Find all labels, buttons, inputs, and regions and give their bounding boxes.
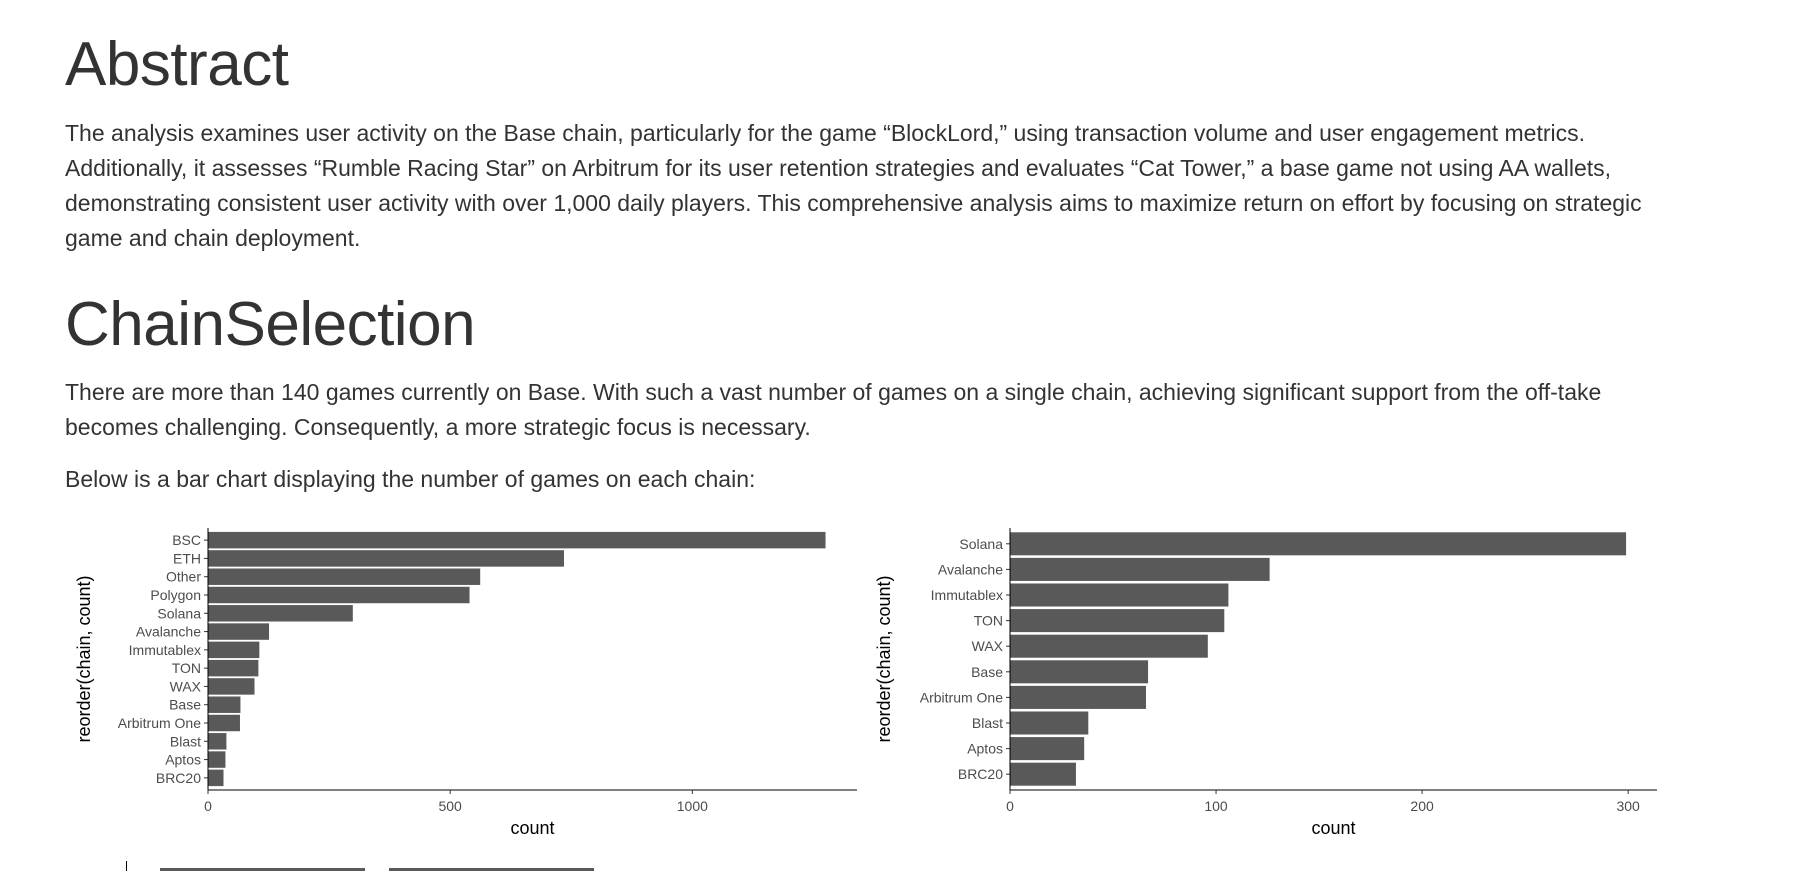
y-tick-label: Polygon bbox=[150, 587, 201, 603]
y-tick-label: Avalanche bbox=[938, 561, 1003, 577]
top-chains-bar-chart: Solana Avalanche Immutablex TON WAX Base Arbit… bbox=[870, 520, 1670, 840]
y-tick-label: TON bbox=[172, 660, 201, 676]
bar-eth bbox=[208, 550, 564, 567]
x-axis-title: count bbox=[1311, 818, 1355, 838]
bar-polygon bbox=[208, 586, 470, 604]
top-chains-bar-chart-svg: Solana Avalanche Immutablex TON WAX Base Arbit… bbox=[874, 528, 1657, 838]
y-tick-label: Aptos bbox=[967, 741, 1003, 757]
y-tick-label: Arbitrum One bbox=[118, 715, 201, 731]
y-tick-label: Immutablex bbox=[129, 642, 201, 658]
next-chart-bar bbox=[160, 868, 365, 871]
y-tick-label: Arbitrum One bbox=[920, 689, 1003, 705]
bar-ton bbox=[208, 659, 259, 677]
bar-base bbox=[208, 696, 241, 713]
y-tick-label: Base bbox=[971, 664, 1003, 680]
bar-blast bbox=[1010, 711, 1089, 735]
y-tick-label: Solana bbox=[157, 605, 201, 621]
bar-aptos bbox=[1010, 737, 1085, 761]
bar-aptos bbox=[208, 751, 226, 768]
bar-ton bbox=[1010, 609, 1225, 633]
all-chains-bar-chart: BSC ETH Other Polygon Solana Avalanche Immutab… bbox=[70, 520, 870, 840]
y-tick-label: ETH bbox=[173, 550, 201, 566]
y-tick-label: Solana bbox=[959, 536, 1003, 552]
bar-arbitrum-one bbox=[1010, 685, 1146, 709]
chart-intro-paragraph: Below is a bar chart displaying the numb… bbox=[65, 466, 756, 492]
y-tick-label: WAX bbox=[972, 638, 1004, 654]
bar-solana bbox=[208, 605, 353, 622]
y-tick-label: Aptos bbox=[165, 752, 201, 768]
x-tick-label: 0 bbox=[204, 798, 212, 814]
bar-immutablex bbox=[1010, 583, 1229, 607]
x-tick-label: 100 bbox=[1204, 798, 1228, 814]
bar-arbitrum-one bbox=[208, 714, 240, 732]
abstract-paragraph: The analysis examines user activity on t… bbox=[65, 120, 1642, 251]
next-chart-bar bbox=[389, 868, 594, 871]
y-tick-label: Other bbox=[166, 569, 201, 585]
y-tick-label: Blast bbox=[972, 715, 1003, 731]
y-tick-label: BRC20 bbox=[156, 770, 201, 786]
y-tick-label: Blast bbox=[170, 733, 201, 749]
bar-avalanche bbox=[1010, 557, 1270, 581]
x-tick-label: 1000 bbox=[677, 798, 708, 814]
abstract-heading: Abstract bbox=[65, 30, 289, 99]
y-tick-label: WAX bbox=[170, 678, 202, 694]
x-tick-label: 200 bbox=[1410, 798, 1434, 814]
chain-selection-heading: ChainSelection bbox=[65, 290, 476, 359]
bar-wax bbox=[208, 678, 255, 695]
bar-bsc bbox=[208, 531, 826, 549]
bar-base bbox=[1010, 660, 1149, 684]
y-axis-title: reorder(chain, count) bbox=[74, 575, 94, 742]
y-tick-label: TON bbox=[974, 613, 1003, 629]
y-axis-title: reorder(chain, count) bbox=[874, 575, 894, 742]
bar-brc20 bbox=[208, 769, 224, 787]
x-tick-label: 500 bbox=[438, 798, 462, 814]
chain-selection-paragraph: There are more than 140 games currently … bbox=[65, 379, 1602, 440]
bar-wax bbox=[1010, 634, 1208, 658]
bar-solana bbox=[1010, 532, 1627, 556]
all-chains-bar-chart-svg: BSC ETH Other Polygon Solana Avalanche Immutab… bbox=[74, 528, 857, 838]
next-chart-partial bbox=[126, 861, 594, 871]
y-tick-label: Avalanche bbox=[136, 624, 201, 640]
bar-avalanche bbox=[208, 623, 270, 640]
y-tick-label: Base bbox=[169, 697, 201, 713]
x-tick-label: 300 bbox=[1616, 798, 1640, 814]
bar-other bbox=[208, 568, 481, 585]
bar-blast bbox=[208, 733, 227, 750]
x-tick-label: 0 bbox=[1006, 798, 1014, 814]
x-axis-title: count bbox=[510, 818, 554, 838]
y-tick-label: BSC bbox=[172, 532, 201, 548]
bar-immutablex bbox=[208, 641, 260, 659]
y-tick-label: BRC20 bbox=[958, 766, 1003, 782]
y-tick-label: Immutablex bbox=[931, 587, 1003, 603]
bar-brc20 bbox=[1010, 762, 1076, 786]
